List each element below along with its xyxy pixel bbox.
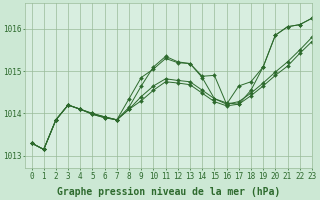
X-axis label: Graphe pression niveau de la mer (hPa): Graphe pression niveau de la mer (hPa) xyxy=(57,186,280,197)
